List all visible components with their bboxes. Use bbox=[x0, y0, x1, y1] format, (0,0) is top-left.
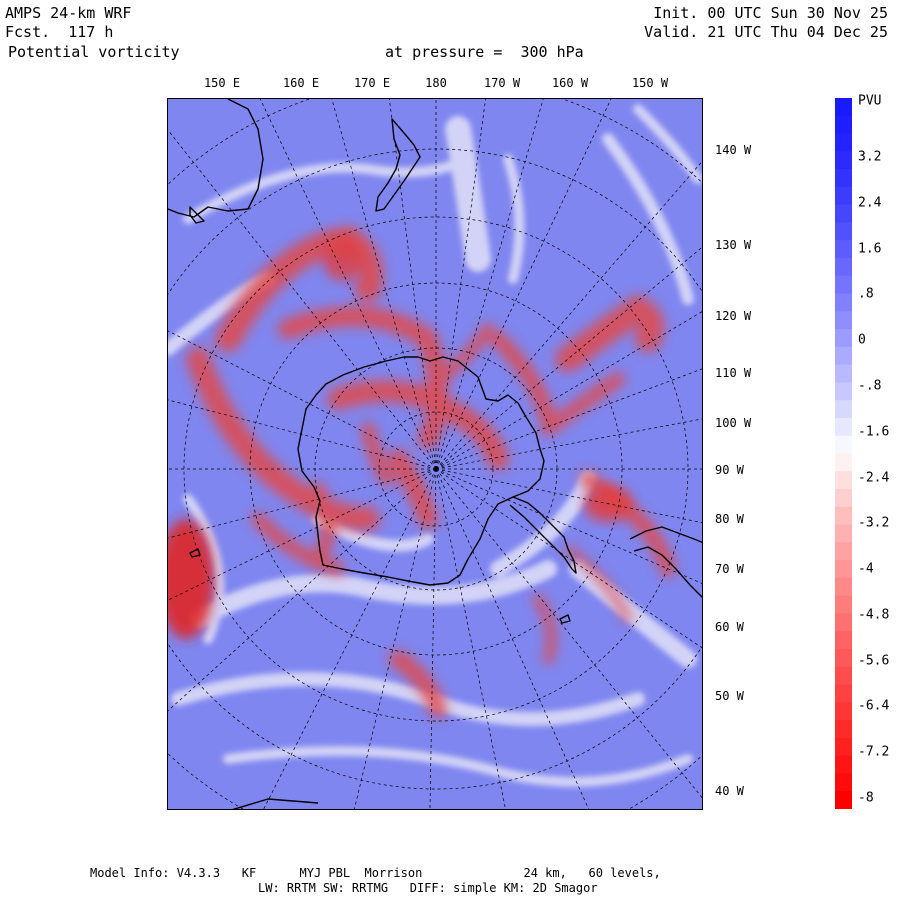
colorbar-cell bbox=[835, 400, 852, 419]
colorbar-tick-label: -4 bbox=[858, 561, 874, 577]
colorbar-cell bbox=[835, 666, 852, 686]
pv-light-streaks bbox=[168, 104, 702, 787]
antarctica-coastline bbox=[297, 356, 545, 586]
colorbar-cell bbox=[835, 755, 852, 774]
top-lon-label: 180 bbox=[425, 76, 447, 90]
colorbar-cell bbox=[835, 542, 852, 561]
colorbar-cell bbox=[835, 222, 852, 241]
colorbar-cell bbox=[835, 417, 852, 437]
colorbar-cell bbox=[835, 204, 852, 223]
colorbar-cell bbox=[835, 560, 852, 579]
colorbar-cell bbox=[835, 489, 852, 508]
pv-red-blob-west bbox=[168, 519, 214, 639]
colorbar-cell bbox=[835, 346, 852, 366]
colorbar-tick-label: -5.6 bbox=[858, 653, 890, 669]
colorbar-cell bbox=[835, 293, 852, 312]
top-lon-label: 150 W bbox=[631, 76, 669, 90]
pressure-level: at pressure = 300 hPa bbox=[385, 43, 584, 61]
colorbar-tick-label: -7.2 bbox=[858, 744, 890, 760]
right-lon-label: 80 W bbox=[715, 512, 744, 526]
east-antarctic-coast-south bbox=[232, 798, 319, 809]
colorbar-cell bbox=[835, 720, 852, 739]
colorbar-cell bbox=[835, 631, 852, 650]
colorbar-tick-label: 1.6 bbox=[858, 241, 882, 257]
model-info-line2: LW: RRTM SW: RRTMG DIFF: simple KM: 2D S… bbox=[258, 881, 598, 895]
forecast-hour: Fcst. 117 h bbox=[5, 23, 114, 41]
colorbar-cell bbox=[835, 115, 852, 135]
colorbar-cell bbox=[835, 524, 852, 543]
colorbar-tick-label: 3.2 bbox=[858, 149, 882, 165]
right-lon-label: 40 W bbox=[715, 784, 744, 798]
colorbar-cell bbox=[835, 702, 852, 721]
colorbar-cell bbox=[835, 240, 852, 259]
antarctic-peninsula bbox=[509, 496, 577, 574]
colorbar-cell bbox=[835, 98, 852, 117]
pv-map bbox=[168, 99, 702, 809]
colorbar-cell bbox=[835, 791, 852, 809]
colorbar-cell bbox=[835, 364, 852, 383]
right-lon-label: 130 W bbox=[715, 238, 752, 252]
top-lon-label: 160 W bbox=[551, 76, 589, 90]
colorbar-cell bbox=[835, 737, 852, 757]
valid-time: Valid. 21 UTC Thu 04 Dec 25 bbox=[644, 23, 888, 41]
colorbar-cell bbox=[835, 471, 852, 490]
colorbar-tick-label: 2.4 bbox=[858, 195, 882, 211]
colorbar-cell bbox=[835, 329, 852, 348]
map-panel bbox=[167, 98, 703, 810]
coastlines bbox=[168, 99, 702, 809]
colorbar-tick-label: -1.6 bbox=[858, 424, 890, 440]
colorbar-cell bbox=[835, 311, 852, 330]
top-lon-label: 150 E bbox=[203, 76, 241, 90]
colorbar-cell bbox=[835, 169, 852, 188]
right-lon-label: 70 W bbox=[715, 562, 744, 576]
right-lon-label: 140 W bbox=[715, 143, 752, 157]
right-lon-label: 60 W bbox=[715, 620, 744, 634]
south-georgia-coastline bbox=[189, 548, 201, 558]
top-lon-label: 160 E bbox=[282, 76, 320, 90]
colorbar-cell bbox=[835, 133, 852, 152]
colorbar-unit: PVU bbox=[858, 93, 882, 109]
colorbar-tick-label: -4.8 bbox=[858, 607, 890, 623]
colorbar-tick-label: -.8 bbox=[858, 378, 882, 394]
colorbar-tick-label: 0 bbox=[858, 332, 866, 348]
top-lon-label: 170 W bbox=[483, 76, 521, 90]
colorbar-cell bbox=[835, 613, 852, 632]
south-america-coastline bbox=[629, 526, 702, 598]
colorbar-tick-label: -8 bbox=[858, 790, 874, 806]
colorbar-cell bbox=[835, 186, 852, 206]
colorbar-tick-label: -6.4 bbox=[858, 698, 890, 714]
colorbar-cell bbox=[835, 382, 852, 401]
right-lon-label: 50 W bbox=[715, 689, 744, 703]
falklands-coastline bbox=[559, 614, 571, 624]
right-lon-label: 90 W bbox=[715, 463, 744, 477]
field-name: Potential vorticity bbox=[8, 43, 180, 61]
new-zealand-coastline bbox=[375, 118, 421, 212]
top-lon-label: 170 E bbox=[353, 76, 391, 90]
tasmania-coastline bbox=[189, 206, 205, 224]
colorbar-tick-label: -3.2 bbox=[858, 515, 890, 531]
colorbar-cell bbox=[835, 151, 852, 170]
australia-coastline bbox=[168, 99, 264, 218]
colorbar-tick-label: -2.4 bbox=[858, 470, 890, 485]
colorbar-cell bbox=[835, 257, 852, 277]
colorbar-cell bbox=[835, 773, 852, 792]
init-time: Init. 00 UTC Sun 30 Nov 25 bbox=[653, 4, 888, 22]
model-name: AMPS 24-km WRF bbox=[5, 4, 132, 22]
right-lon-label: 110 W bbox=[715, 366, 752, 380]
colorbar-cell bbox=[835, 649, 852, 668]
colorbar-cell bbox=[835, 453, 852, 472]
pv-red-blob-north bbox=[323, 237, 363, 281]
colorbar-cell bbox=[835, 595, 852, 614]
colorbar-tick-label: .8 bbox=[858, 286, 874, 302]
right-lon-label: 100 W bbox=[715, 416, 752, 430]
colorbar-cell bbox=[835, 275, 852, 295]
colorbar bbox=[835, 98, 852, 809]
colorbar-cell bbox=[835, 684, 852, 703]
right-lon-label: 120 W bbox=[715, 309, 752, 323]
meridians bbox=[168, 99, 702, 809]
colorbar-cell bbox=[835, 506, 852, 526]
model-info-line1: Model Info: V4.3.3 KF MYJ PBL Morrison 2… bbox=[90, 866, 661, 880]
colorbar-cell bbox=[835, 577, 852, 597]
colorbar-cell bbox=[835, 435, 852, 454]
